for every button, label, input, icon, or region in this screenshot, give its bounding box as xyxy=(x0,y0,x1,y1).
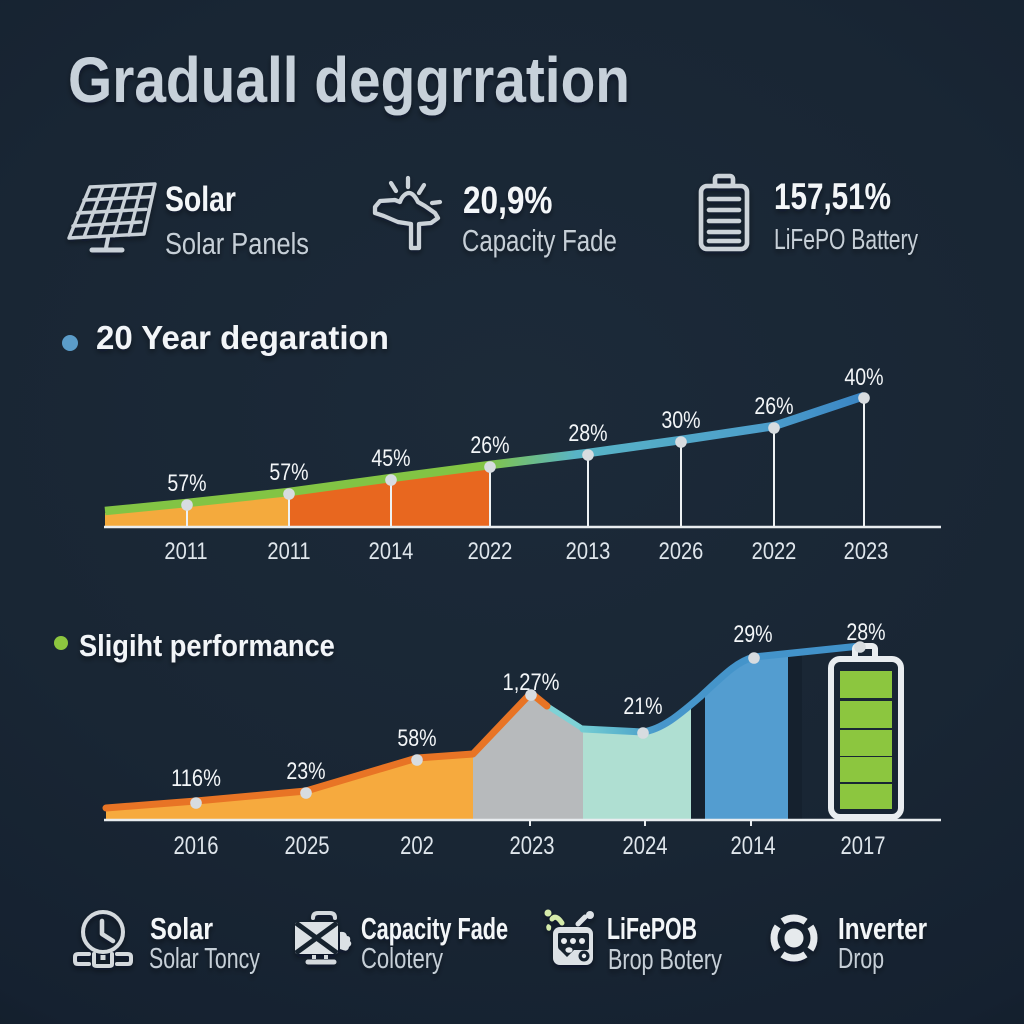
svg-text:116%: 116% xyxy=(171,764,221,791)
svg-text:2014: 2014 xyxy=(369,537,414,564)
svg-text:45%: 45% xyxy=(371,444,410,472)
svg-text:Solar: Solar xyxy=(150,910,213,945)
svg-text:Drop: Drop xyxy=(838,943,884,975)
svg-text:21%: 21% xyxy=(623,692,662,720)
svg-text:Solar Panels: Solar Panels xyxy=(165,227,309,262)
svg-text:2026: 2026 xyxy=(659,537,704,564)
svg-text:29%: 29% xyxy=(733,620,772,648)
svg-text:26%: 26% xyxy=(470,431,509,459)
svg-text:Colotery: Colotery xyxy=(361,943,443,975)
svg-text:2022: 2022 xyxy=(752,537,797,564)
svg-text:2011: 2011 xyxy=(164,537,207,564)
svg-text:2024: 2024 xyxy=(622,831,667,860)
svg-text:2013: 2013 xyxy=(566,537,611,564)
svg-text:2025: 2025 xyxy=(284,831,329,860)
svg-text:57%: 57% xyxy=(167,469,206,497)
svg-text:58%: 58% xyxy=(397,724,436,752)
svg-text:Brop Botery: Brop Botery xyxy=(608,944,722,976)
svg-text:LiFePO Battery: LiFePO Battery xyxy=(774,224,918,256)
svg-text:28%: 28% xyxy=(568,419,607,447)
svg-text:2022: 2022 xyxy=(468,537,513,564)
svg-text:LiFePOB: LiFePOB xyxy=(607,911,697,946)
svg-text:57%: 57% xyxy=(269,458,308,486)
svg-text:Capacity Fade: Capacity Fade xyxy=(361,911,508,946)
svg-text:157,51%: 157,51% xyxy=(774,177,891,218)
svg-text:2023: 2023 xyxy=(844,537,889,564)
svg-text:202: 202 xyxy=(400,831,434,860)
svg-text:26%: 26% xyxy=(754,392,793,420)
svg-text:28%: 28% xyxy=(846,618,885,646)
svg-text:2023: 2023 xyxy=(509,831,554,860)
svg-text:Solar Toncy: Solar Toncy xyxy=(149,943,260,975)
svg-text:Solar: Solar xyxy=(165,179,236,219)
svg-text:Sligiht performance: Sligiht performance xyxy=(79,629,335,663)
svg-text:2011: 2011 xyxy=(267,537,310,564)
svg-text:20,9%: 20,9% xyxy=(463,179,552,221)
svg-text:20 Year degaration: 20 Year degaration xyxy=(96,319,389,356)
svg-text:23%: 23% xyxy=(286,757,325,785)
svg-text:40%: 40% xyxy=(844,363,883,391)
svg-text:30%: 30% xyxy=(661,406,700,434)
svg-text:Capacity Fade: Capacity Fade xyxy=(462,223,617,258)
svg-text:2014: 2014 xyxy=(730,831,775,860)
svg-text:2017: 2017 xyxy=(840,831,885,860)
svg-text:2016: 2016 xyxy=(173,831,218,860)
svg-text:Graduall deggrration: Graduall deggrration xyxy=(68,44,630,116)
svg-text:Inverter: Inverter xyxy=(838,911,927,946)
svg-text:1,27%: 1,27% xyxy=(503,668,560,695)
